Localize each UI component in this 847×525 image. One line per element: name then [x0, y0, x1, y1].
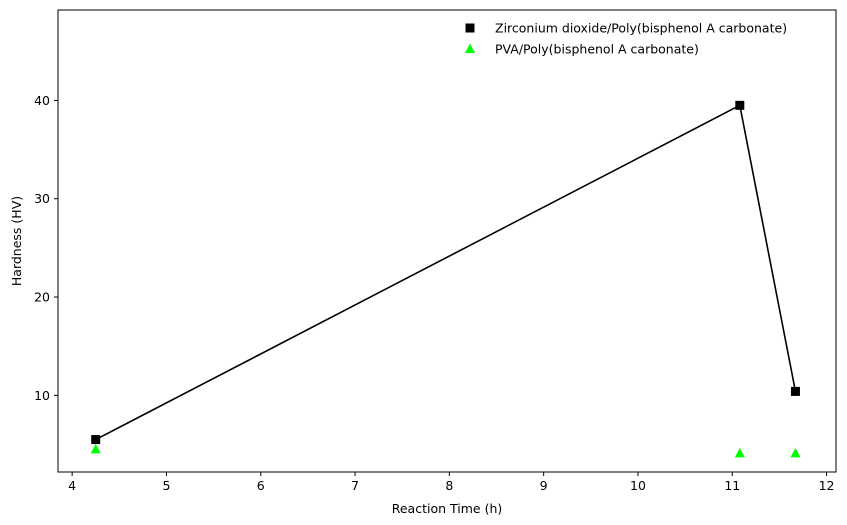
legend-entry-label: Zirconium dioxide/Poly(bisphenol A carbo…	[495, 21, 787, 36]
plot-frame	[57, 9, 837, 473]
x-tick-label: 10	[630, 478, 646, 493]
legend-triangle-marker	[465, 43, 475, 53]
y-tick-label: 10	[34, 388, 50, 403]
x-tick-label: 8	[445, 478, 453, 493]
triangle-data-point	[90, 443, 101, 454]
x-tick-label: 4	[68, 478, 76, 493]
y-tick-label: 30	[34, 191, 50, 206]
x-tick-label: 5	[162, 478, 170, 493]
series-line	[95, 104, 797, 441]
y-tick-label: 40	[34, 93, 50, 108]
x-axis-label: Reaction Time (h)	[392, 501, 503, 516]
x-tick-label: 6	[257, 478, 265, 493]
triangle-data-point	[790, 447, 801, 458]
x-tick-label: 7	[351, 478, 359, 493]
y-axis: 10 20 30 40	[34, 93, 58, 403]
square-data-point	[735, 100, 745, 110]
legend-square-marker	[465, 23, 475, 33]
x-tick-label: 9	[540, 478, 548, 493]
square-data-point	[91, 435, 101, 445]
square-data-point	[790, 386, 800, 396]
plot-layer	[90, 100, 801, 458]
triangle-data-point	[734, 447, 745, 458]
legend: Zirconium dioxide/Poly(bisphenol A carbo…	[465, 21, 787, 57]
x-axis: 4 5 6 7 8 9 10 11 12	[68, 472, 835, 493]
legend-entry-label: PVA/Poly(bisphenol A carbonate)	[495, 42, 699, 57]
y-tick-label: 20	[34, 290, 50, 305]
x-tick-label: 11	[724, 478, 740, 493]
x-tick-label: 12	[819, 478, 835, 493]
y-axis-label: Hardness (HV)	[9, 196, 24, 286]
